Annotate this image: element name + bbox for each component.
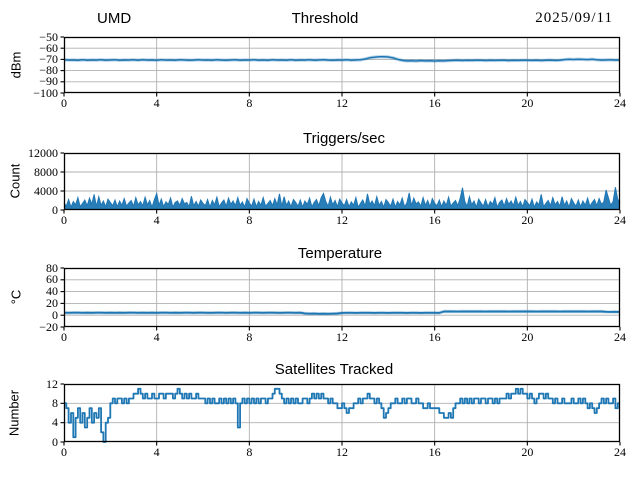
- x-tick-label: 0: [61, 445, 67, 459]
- y-tick-label: 4: [52, 415, 58, 430]
- x-tick-label: 0: [61, 330, 67, 344]
- y-tick-label: −100: [33, 85, 58, 100]
- x-tick-label: 0: [61, 213, 67, 227]
- y-tick-label: 0: [52, 434, 58, 449]
- station-label: UMD: [97, 10, 132, 27]
- axes-frame: [63, 267, 621, 328]
- chart-svg: [60, 383, 621, 446]
- x-tick-label: 20: [521, 445, 534, 459]
- plot-area-threshold: [60, 36, 621, 97]
- x-tick-label: 20: [521, 213, 534, 227]
- x-tick-label: 24: [614, 213, 626, 227]
- x-tick-label: 20: [521, 330, 534, 344]
- x-tick-label: 12: [336, 330, 348, 344]
- subplot-title-triggers: Triggers/sec: [303, 130, 385, 147]
- y-tick-label: 0: [52, 307, 58, 322]
- x-tick-label: 16: [428, 96, 441, 110]
- triggers-area: [64, 187, 620, 210]
- x-tick-label: 8: [246, 445, 253, 459]
- y-tick-label: 60: [46, 272, 58, 287]
- x-tick-label: 4: [153, 96, 160, 110]
- y-tick-label: −80: [39, 63, 58, 78]
- y-tick-label: 80: [46, 260, 58, 275]
- y-tick-label: 8000: [34, 164, 58, 179]
- x-tick-label: 16: [428, 445, 441, 459]
- chart-svg: [60, 152, 621, 214]
- y-tick-label: −70: [39, 51, 58, 66]
- subplot-title-temperature: Temperature: [297, 245, 383, 262]
- axes-frame: [63, 36, 621, 94]
- x-tick-label: 8: [246, 213, 253, 227]
- x-tick-label: 24: [614, 96, 626, 110]
- x-tick-label: 12: [336, 96, 348, 110]
- triggers-line: [63, 187, 621, 209]
- x-tick-label: 20: [521, 96, 534, 110]
- series-line: [63, 310, 621, 315]
- x-tick-label: 16: [428, 330, 441, 344]
- y-tick-label: 12: [46, 376, 58, 391]
- y-tick-label: 20: [46, 295, 58, 310]
- y-tick-label: −90: [39, 74, 58, 89]
- y-tick-label: 0: [52, 202, 58, 217]
- y-tick-label: −50: [39, 29, 58, 44]
- x-tick-label: 24: [614, 445, 626, 459]
- x-tick-label: 24: [614, 330, 626, 344]
- y-tick-label: 4000: [34, 183, 58, 198]
- chart-svg: [60, 36, 621, 97]
- x-tick-label: 4: [153, 330, 160, 344]
- axes-frame: [63, 383, 621, 443]
- y-tick-label: 12000: [28, 145, 58, 160]
- x-tick-label: 8: [246, 330, 253, 344]
- x-tick-label: 12: [336, 213, 348, 227]
- plot-area-temperature: [60, 267, 621, 331]
- axes-frame: [63, 152, 621, 211]
- y-tick-label: −60: [39, 40, 58, 55]
- y-tick-label: 8: [52, 395, 58, 410]
- x-tick-label: 16: [428, 213, 441, 227]
- x-tick-label: 12: [336, 445, 348, 459]
- plot-area-triggers: [60, 152, 621, 214]
- chart-svg: [60, 267, 621, 331]
- satellites-step-line: [64, 387, 620, 443]
- x-tick-label: 4: [153, 445, 160, 459]
- x-tick-label: 4: [153, 213, 160, 227]
- plot-area-satellites: [60, 383, 621, 446]
- date-label: 2025/09/11: [535, 10, 613, 26]
- y-tick-label: 40: [46, 284, 58, 299]
- y-tick-label: −20: [39, 319, 58, 334]
- subplot-title-satellites: Satellites Tracked: [274, 361, 394, 378]
- subplot-title-threshold: Threshold: [291, 10, 359, 27]
- series-line: [63, 55, 621, 62]
- x-tick-label: 8: [246, 96, 253, 110]
- x-tick-label: 0: [61, 96, 67, 110]
